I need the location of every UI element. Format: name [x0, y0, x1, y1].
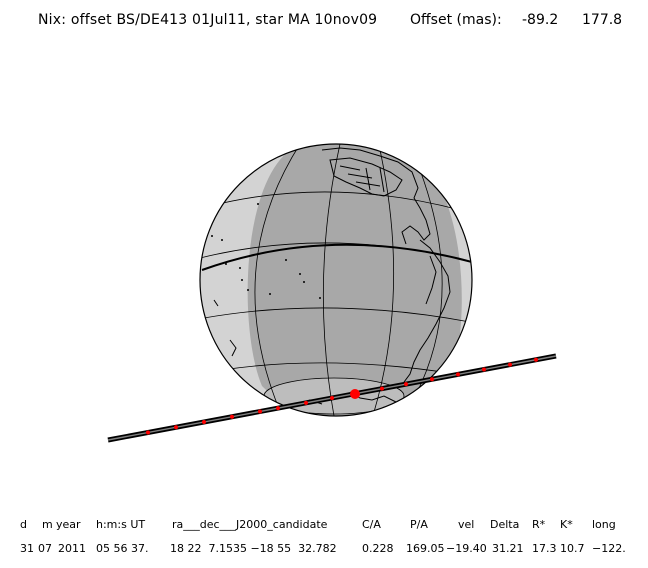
offset-dec-value: 177.8 — [582, 12, 623, 28]
col-header-delta: Delta — [490, 518, 520, 531]
col-header-kstar: K* — [560, 518, 573, 531]
value-kstar: 10.7 — [560, 542, 585, 555]
globe-night-side — [247, 144, 462, 416]
value-delta: 31.21 — [492, 542, 524, 555]
value-time: 05 56 37. — [96, 542, 149, 555]
offset-ra-value: -89.2 — [522, 12, 559, 28]
track-time-marks — [146, 357, 538, 435]
closest-approach-marker — [350, 389, 360, 399]
value-year: 2011 — [58, 542, 86, 555]
value-m: 07 — [38, 542, 52, 555]
equator-line — [201, 243, 472, 271]
col-header-year: year — [56, 518, 81, 531]
globe-outline — [199, 143, 473, 417]
value-d: 31 — [20, 542, 34, 555]
col-header-vel: vel — [458, 518, 475, 531]
value-vel: −19.40 — [446, 542, 487, 555]
col-header-time: h:m:s UT — [96, 518, 146, 531]
col-header-radec: ra___dec___J2000_candidate — [172, 518, 328, 531]
col-header-d: d — [20, 518, 27, 531]
value-long: −122. — [592, 542, 626, 555]
col-header-pa: P/A — [410, 518, 428, 531]
value-pa: 169.05 — [406, 542, 445, 555]
offset-label: Offset (mas): — [410, 12, 502, 28]
col-header-long: long — [592, 518, 616, 531]
value-radec: 18 22 7.1535 −18 55 32.782 — [170, 542, 337, 555]
col-header-m: m — [42, 518, 53, 531]
island-dots — [211, 203, 321, 299]
col-header-rstar: R* — [532, 518, 546, 531]
value-ca: 0.228 — [362, 542, 394, 555]
col-header-ca: C/A — [362, 518, 381, 531]
plot-title: Nix: offset BS/DE413 01Jul11, star MA 10… — [38, 12, 378, 28]
value-rstar: 17.3 — [532, 542, 557, 555]
